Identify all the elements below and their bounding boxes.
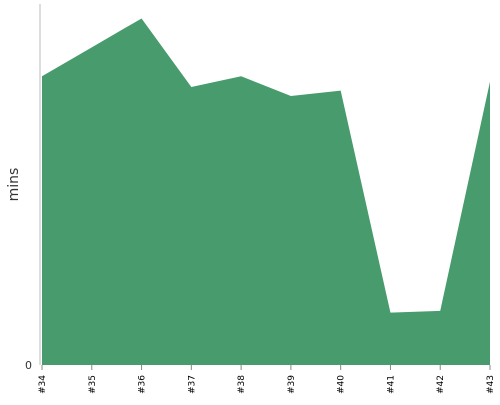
x-tick-label-38: #38 [237,375,247,394]
y-axis-ticks: 0 [25,359,32,372]
x-tick-label-43: #43 [486,375,496,394]
plot-area [42,18,490,365]
series-area [42,18,490,365]
x-tick-label-41: #41 [386,375,396,394]
x-tick-label-36: #36 [138,375,148,394]
x-tick-label-35: #35 [88,375,98,394]
x-tick-label-34: #34 [38,375,48,394]
x-tick-label-37: #37 [187,375,197,394]
x-tick-label-40: #40 [337,375,347,394]
y-axis-label: mins [6,168,22,202]
x-tick-label-39: #39 [287,375,297,394]
x-tick-label-42: #42 [436,375,446,394]
x-axis-ticks: #34 #35 #36 #37 #38 #39 #40 #41 #42 #43 [38,365,496,394]
y-tick-label-0: 0 [25,359,32,372]
